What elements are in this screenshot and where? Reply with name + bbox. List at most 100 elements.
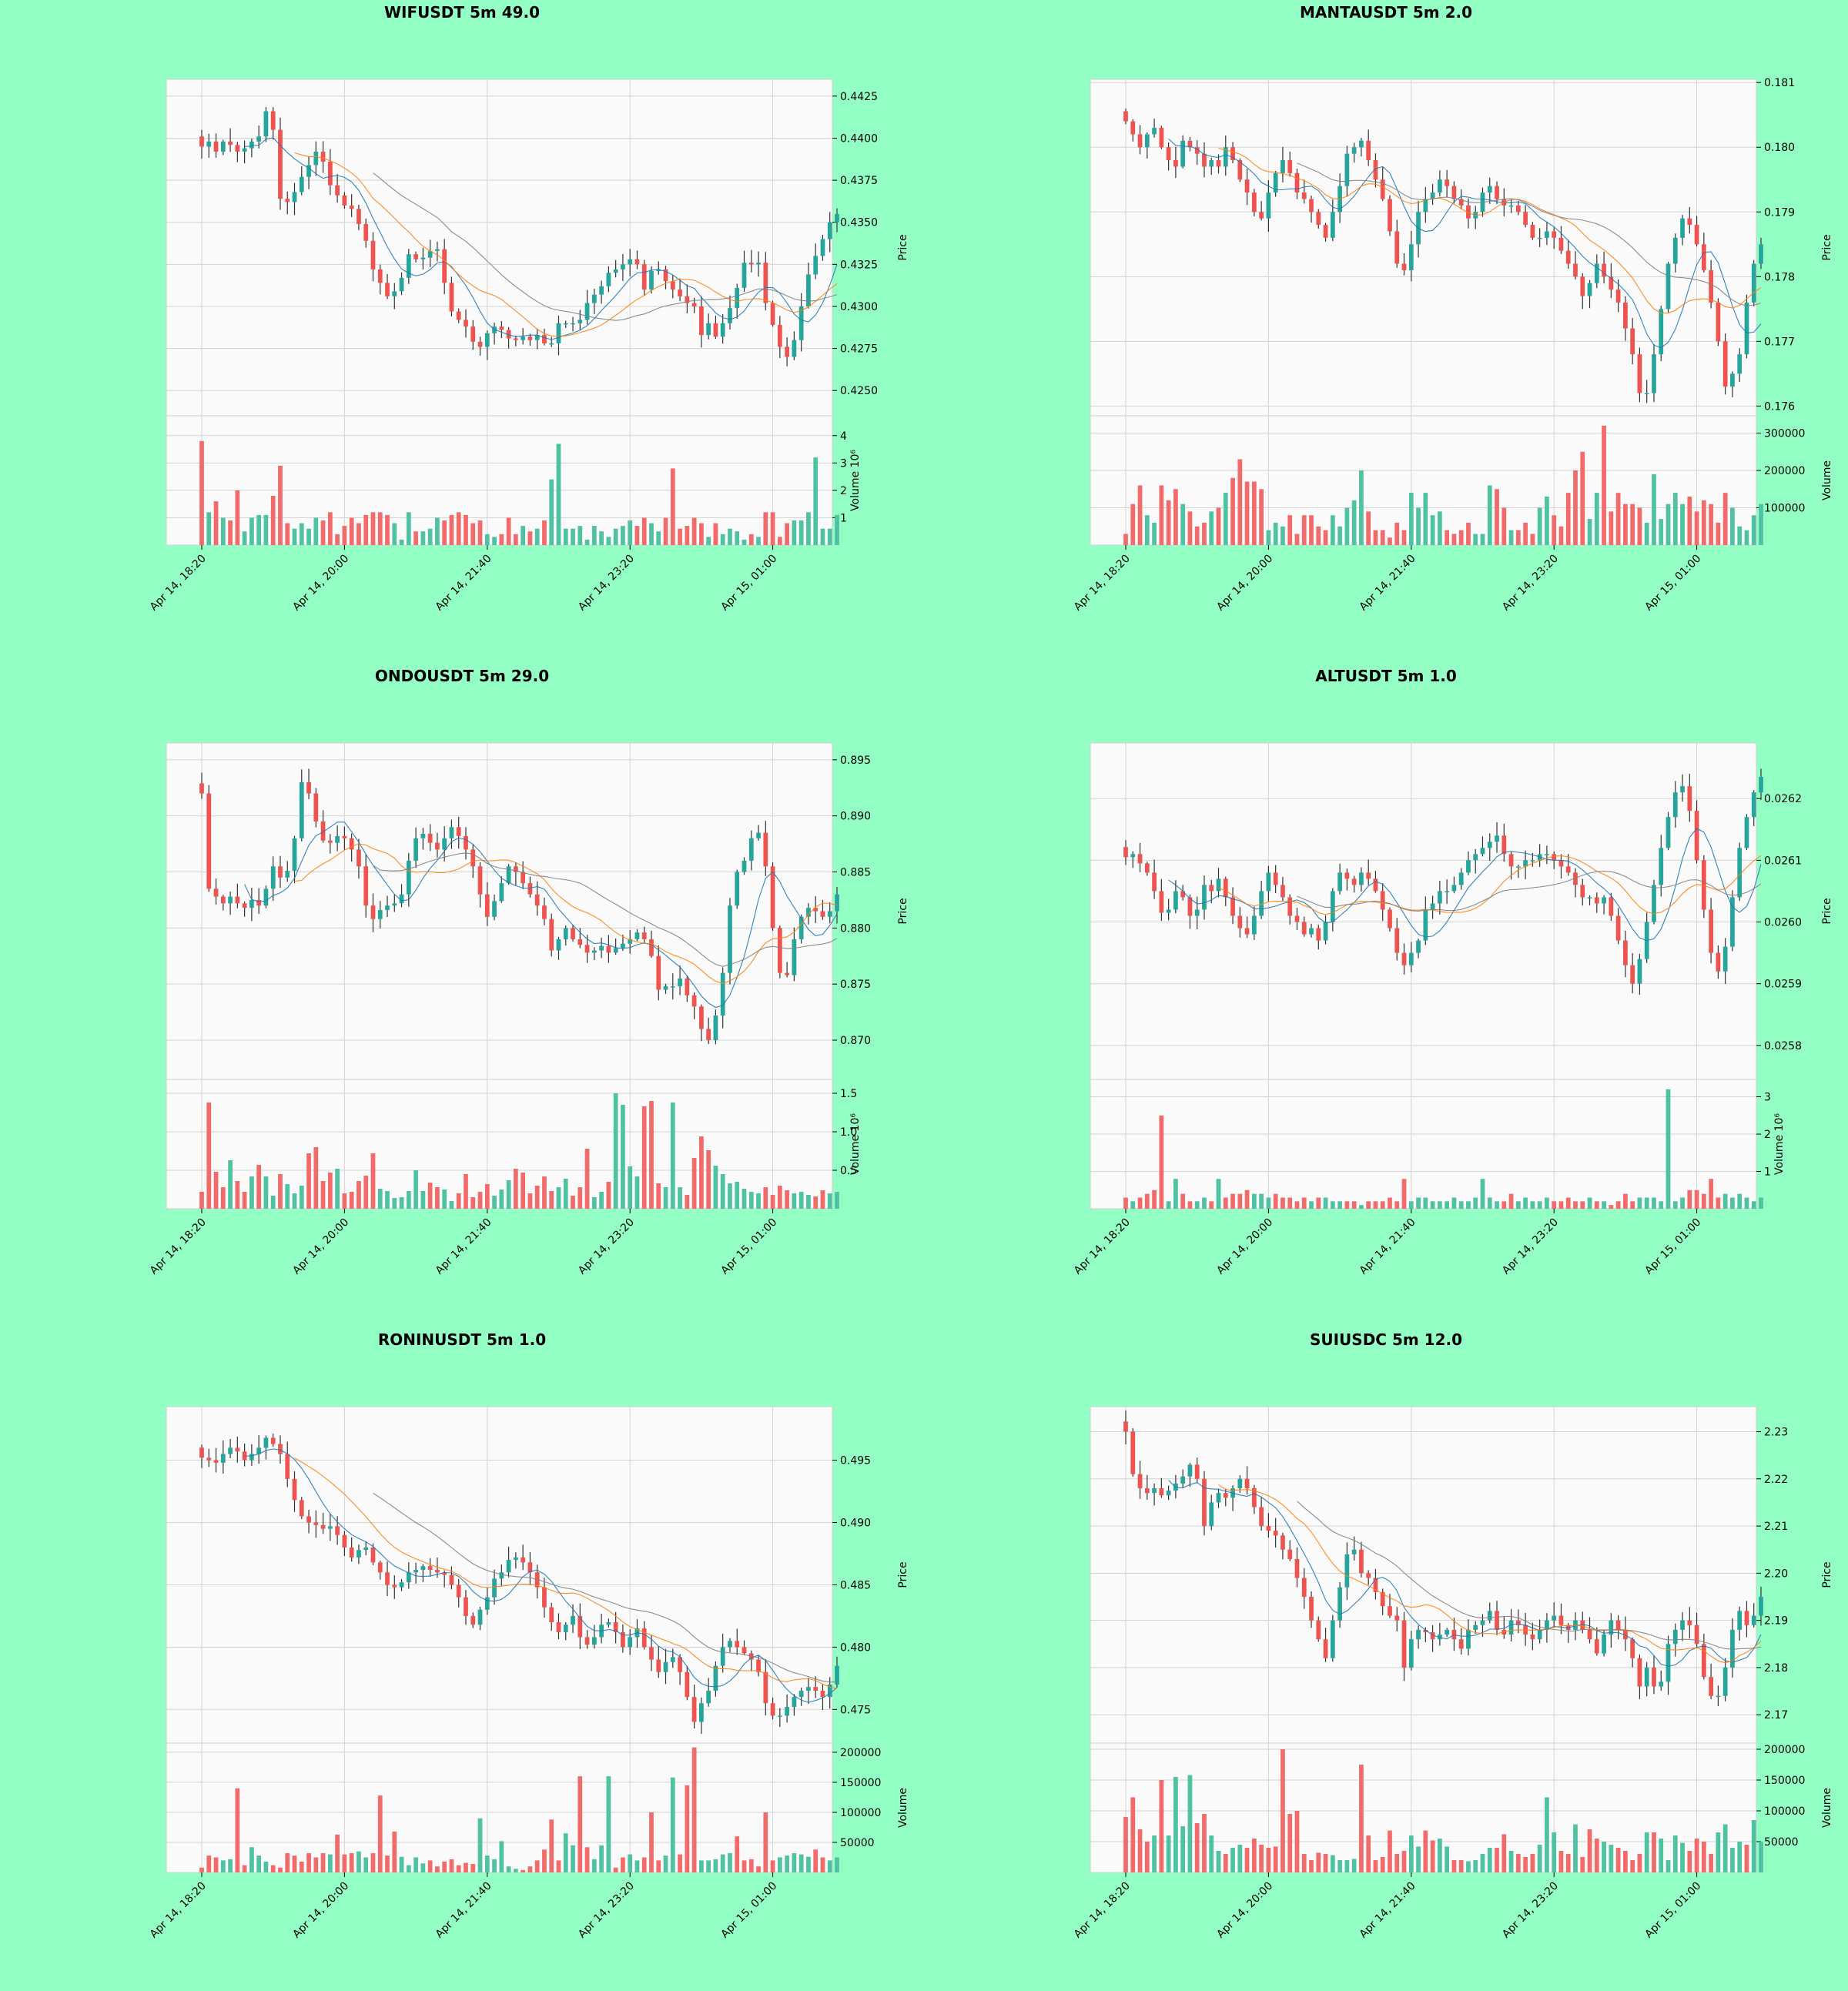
candle-body <box>213 888 219 897</box>
candle-body <box>1744 1611 1749 1625</box>
candle-body <box>1637 354 1642 393</box>
volume-bar <box>556 1187 561 1209</box>
volume-bar <box>1281 1197 1285 1209</box>
plot-area <box>1090 742 1757 1210</box>
candle-body <box>1408 952 1414 965</box>
candle-body <box>1180 1476 1186 1484</box>
vol-tick-label: 300000 <box>1764 428 1805 440</box>
candle-body <box>827 222 832 239</box>
y-tick-label: 0.4250 <box>840 385 878 397</box>
candle-body <box>578 320 583 323</box>
candle-body <box>1144 863 1150 873</box>
chart-title: RONINUSDT 5m 1.0 <box>377 1330 547 1349</box>
volume-bar <box>263 514 269 545</box>
volume-bar <box>1587 519 1592 545</box>
volume-bar <box>713 1166 718 1209</box>
candle-body <box>399 277 404 292</box>
candle-body <box>656 1659 661 1672</box>
candle-body <box>785 346 789 357</box>
candle-body <box>464 320 468 327</box>
candle-body <box>1123 847 1128 858</box>
vol-tick-label: 150000 <box>840 1777 881 1789</box>
candle-body <box>1230 147 1235 161</box>
candle-body <box>1187 140 1193 148</box>
moving-average-line <box>1297 870 1762 912</box>
y-tick-label: 2.19 <box>1764 1615 1788 1628</box>
volume-bar <box>1594 1201 1599 1209</box>
volume-bar <box>1587 1197 1592 1209</box>
candle-body <box>678 289 682 296</box>
candle-body <box>1223 147 1228 167</box>
candle-body <box>770 866 775 929</box>
candle-body <box>1730 373 1735 387</box>
candle-body <box>435 1570 440 1573</box>
volume-bar <box>1209 1201 1214 1209</box>
chart-svg: 0.870 0.875 0.880 0.885 0.890 0.895 0.5 1.0 1.5 A… <box>148 742 909 1277</box>
volume-bar <box>678 1187 682 1209</box>
candle-body <box>1487 842 1492 848</box>
volume-bar <box>270 1865 276 1872</box>
y-tick-label: 0.495 <box>840 1455 871 1467</box>
x-tick-label: Apr 14, 21:40 <box>434 1880 494 1941</box>
candle-body <box>1166 909 1171 913</box>
candle-body <box>1180 140 1186 167</box>
candle-body <box>1666 1644 1671 1682</box>
candle-body <box>470 849 476 867</box>
vol-tick-label: 2 <box>840 485 847 497</box>
candle-body <box>442 1572 447 1575</box>
candle-body <box>342 195 347 206</box>
candle-body <box>1694 225 1699 245</box>
candle-body <box>777 325 782 347</box>
volume-bar <box>527 1866 533 1872</box>
volume-bar <box>1659 519 1664 545</box>
plot-area <box>1090 79 1757 546</box>
volume-bar <box>306 1153 311 1209</box>
volume-bar <box>420 1191 426 1209</box>
candle-body <box>798 1691 804 1698</box>
candle-body <box>335 185 340 196</box>
candle-body <box>549 919 554 951</box>
candle-body <box>1237 160 1243 180</box>
volume-bar <box>1316 1197 1321 1209</box>
volume-bar <box>464 1862 468 1872</box>
volume-bar <box>1273 522 1278 545</box>
volume-bar <box>320 1181 326 1209</box>
volume-bar <box>813 1196 819 1209</box>
candle-body <box>1351 1549 1357 1554</box>
volume-bar <box>1537 1845 1542 1872</box>
volume-bar <box>1323 1854 1328 1872</box>
candle-body <box>563 1625 568 1632</box>
volume-bar <box>806 512 811 545</box>
candle-body <box>1515 205 1521 212</box>
candle-body <box>1152 1488 1157 1494</box>
volume-bar <box>1694 1190 1699 1209</box>
candle-body <box>670 1657 675 1662</box>
volume-bar <box>1594 493 1599 545</box>
volume-bar <box>663 1187 668 1209</box>
volume-bar <box>735 1836 740 1872</box>
volume-bar <box>599 1845 604 1872</box>
volume-bar <box>835 1857 839 1872</box>
candle-body <box>499 326 504 330</box>
y-axis-label: Price <box>897 898 909 924</box>
volume-bar <box>1166 1201 1171 1209</box>
y-tick-label: 2.23 <box>1764 1426 1788 1438</box>
candle-body <box>1466 1629 1471 1649</box>
candle-body <box>1537 237 1542 239</box>
volume-bar <box>1687 496 1692 545</box>
candle-body <box>613 948 618 953</box>
candle-body <box>1351 147 1357 154</box>
volume-bar <box>628 1854 633 1872</box>
volume-bar <box>1666 504 1671 545</box>
volume-bar <box>1730 1848 1735 1872</box>
volume-bar <box>756 537 761 545</box>
volume-bar <box>385 514 390 545</box>
volume-bar <box>206 1855 212 1872</box>
candle-body <box>1659 1681 1664 1687</box>
candle-body <box>1751 792 1756 818</box>
candle-body <box>1244 179 1250 193</box>
x-tick-label: Apr 14, 20:00 <box>290 1216 351 1277</box>
candle-body <box>1437 1635 1442 1640</box>
volume-bar <box>1694 1839 1699 1872</box>
candle-body <box>435 249 440 251</box>
